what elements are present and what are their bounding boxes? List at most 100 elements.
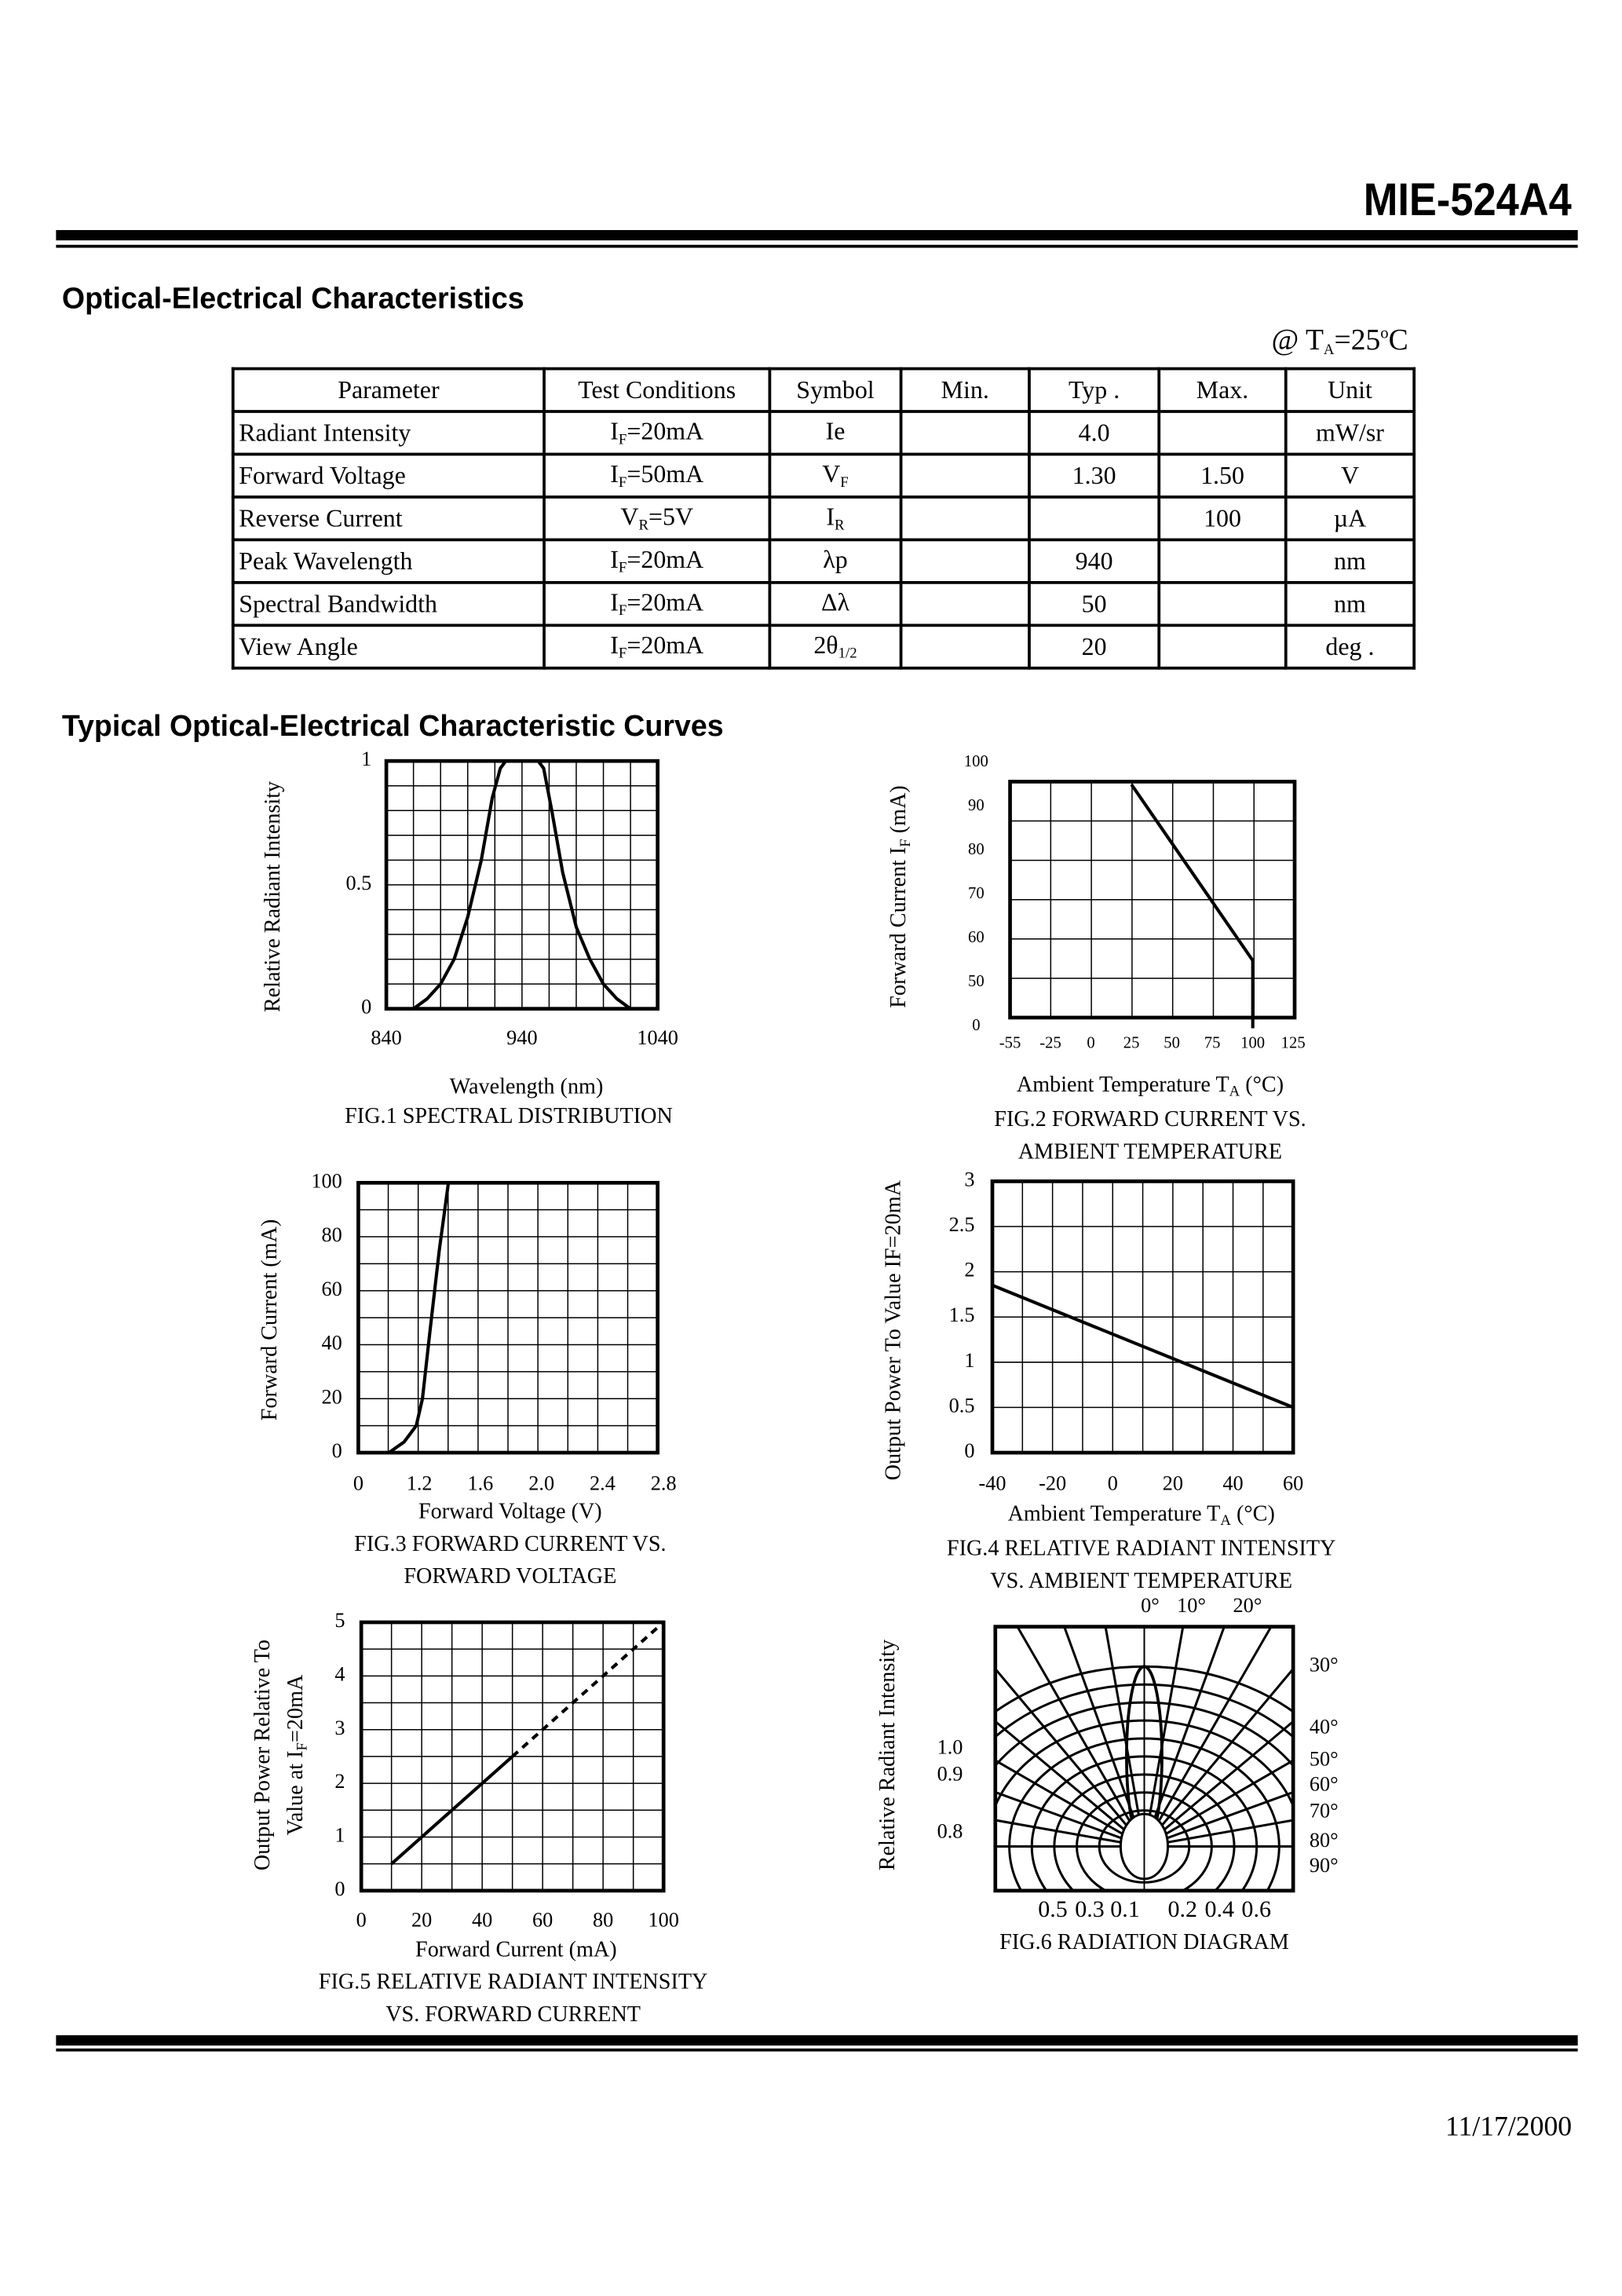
fig6-polar-grid [995, 1626, 1294, 1891]
fig5-x-axis-title: Forward Current (mA) [415, 1938, 617, 1962]
fig3-x-tick-label: 0 [353, 1472, 363, 1494]
fig1-caption: FIG.1 SPECTRAL DISTRIBUTION [345, 1105, 673, 1129]
column-header: Typ . [1028, 367, 1161, 413]
test-condition-cell: IF=20mA [542, 581, 772, 627]
fig2-x-tick-label: 0 [1087, 1034, 1094, 1051]
fig4-y-tick-label: 3 [964, 1168, 974, 1190]
column-header: Symbol [768, 367, 903, 413]
section-title-curves: Typical Optical-Electrical Characteristi… [61, 711, 724, 744]
section-title-characteristics: Optical-Electrical Characteristics [61, 283, 524, 316]
test-condition-cell: VR=5V [542, 495, 772, 542]
fig2-caption-line2: AMBIENT TEMPERATURE [1017, 1140, 1283, 1164]
fig6-angle-label: 40° [1310, 1715, 1339, 1738]
typ-cell: 4.0 [1028, 410, 1161, 456]
fig6-plot-frame [993, 1625, 1295, 1893]
fig5-y-tick-label: 1 [334, 1823, 345, 1846]
symbol-cell: VF [768, 452, 903, 499]
fig5-y-tick-label: 2 [334, 1770, 345, 1793]
characteristics-table: Parameter Test Conditions Symbol Min. Ty… [231, 367, 1416, 670]
test-condition-cell: IF=20mA [542, 623, 772, 670]
fig3-x-tick-label: 1.6 [467, 1472, 493, 1494]
fig6-angle-line [995, 1819, 1127, 1845]
fig2-y-tick-label: 0 [972, 1017, 980, 1034]
fig3-y-tick-label: 40 [321, 1332, 342, 1355]
fig6-radius-label: 0.2 [1168, 1896, 1198, 1922]
fig1-x-tick-label: 1040 [637, 1026, 678, 1049]
fig5-x-tick-label: 40 [472, 1908, 492, 1931]
fig6-angle-line [1143, 1626, 1273, 1848]
fig2-caption-line1: FIG.2 FORWARD CURRENT VS. [994, 1108, 1306, 1132]
fig4-x-tick-label: -40 [978, 1472, 1006, 1494]
fig6-angle-line [1143, 1720, 1294, 1848]
min-cell [899, 623, 1031, 670]
fig2-x-tick-label: 125 [1281, 1034, 1306, 1051]
header-rule-thick [56, 229, 1578, 241]
fig2-y-tick-label: 100 [964, 753, 988, 770]
fig6-angle-label: 30° [1310, 1653, 1339, 1676]
fig6-radius-label: 0.5 [1038, 1896, 1068, 1922]
fig2-x-axis-title: Ambient Temperature TA (°C) [1016, 1073, 1284, 1101]
fig5-y-tick-label: 5 [334, 1609, 345, 1632]
fig4-y-tick-label: 2 [964, 1259, 974, 1281]
fig2-x-tick-label: 50 [1164, 1034, 1180, 1051]
fig4-caption-line1: FIG.4 RELATIVE RADIANT INTENSITY [946, 1537, 1336, 1562]
table-header-row: Parameter Test Conditions Symbol Min. Ty… [231, 367, 1416, 413]
typ-cell [1028, 495, 1161, 542]
fig1-y-tick-label: 1 [361, 748, 371, 770]
parameter-cell: Reverse Current [231, 495, 546, 542]
table-row: Peak Wavelength IF=20mA λp 940 nm [231, 538, 1416, 584]
max-cell [1157, 538, 1288, 584]
fig6-angle-line [1161, 1819, 1294, 1845]
fig2-x-tick-label: -55 [999, 1034, 1021, 1051]
symbol-cell: λp [768, 538, 903, 584]
fig6-angle-line [1143, 1667, 1294, 1848]
header-rule-thin [56, 244, 1578, 248]
typ-cell: 50 [1028, 581, 1161, 627]
fig6-angle-line [995, 1790, 1128, 1842]
fig5-series-extrapolated [511, 1621, 665, 1758]
unit-cell: nm [1284, 581, 1416, 627]
fig3-series-IV [388, 1183, 451, 1454]
fig3-plot-frame [356, 1180, 660, 1455]
symbol-cell: 2θ1/2 [768, 623, 903, 670]
fig3-x-tick-label: 2.0 [528, 1472, 554, 1494]
fig6-angle-label: 10° [1177, 1594, 1206, 1617]
fig1-y-tick-label: 0 [361, 996, 371, 1018]
fig4-plot-frame [990, 1179, 1295, 1455]
table-row: Radiant Intensity IF=20mA Ie 4.0 mW/sr [231, 410, 1416, 456]
fig4-y-tick-label: 0.5 [949, 1394, 975, 1417]
fig6-angle-label: 50° [1310, 1748, 1339, 1771]
fig4-caption-line2: VS. AMBIENT TEMPERATURE [990, 1570, 1293, 1594]
fig4-x-tick-label: 60 [1283, 1472, 1303, 1494]
column-header: Unit [1284, 367, 1416, 413]
fig6-angle-label: 0° [1141, 1594, 1160, 1617]
max-cell [1157, 623, 1288, 670]
fig6-radius-label: 0.1 [1110, 1896, 1140, 1922]
table-row: Forward Voltage IF=50mA VF 1.30 1.50 V [231, 452, 1416, 499]
min-cell [899, 410, 1031, 456]
fig6-angle-label: 60° [1310, 1773, 1339, 1796]
footer-rule-thin [56, 2048, 1578, 2052]
table-row: Reverse Current VR=5V IR 100 µA [231, 495, 1416, 542]
fig6-angle-line [995, 1720, 1145, 1848]
symbol-cell: IR [768, 495, 903, 542]
column-header: Parameter [231, 367, 546, 413]
fig4-x-tick-label: 20 [1163, 1472, 1183, 1494]
unit-cell: µA [1284, 495, 1416, 542]
fig6-angle-line [1159, 1759, 1294, 1839]
max-cell [1157, 410, 1288, 456]
unit-cell: deg . [1284, 623, 1416, 670]
fig3-x-tick-label: 2.8 [651, 1472, 677, 1494]
column-header: Max. [1157, 367, 1288, 413]
fig2-y-tick-label: 90 [968, 797, 985, 814]
column-header: Min. [899, 367, 1031, 413]
part-number-title: MIE-524A4 [1364, 174, 1573, 226]
fig3-caption-line2: FORWARD VOLTAGE [404, 1565, 617, 1589]
fig5-series-measured [390, 1755, 514, 1866]
typ-cell: 940 [1028, 538, 1161, 584]
fig4-x-tick-label: 0 [1108, 1472, 1118, 1494]
typ-cell: 1.30 [1028, 452, 1161, 499]
fig5-y-tick-label: 3 [334, 1717, 345, 1739]
fig6-radius-label: 0.6 [1241, 1896, 1271, 1922]
